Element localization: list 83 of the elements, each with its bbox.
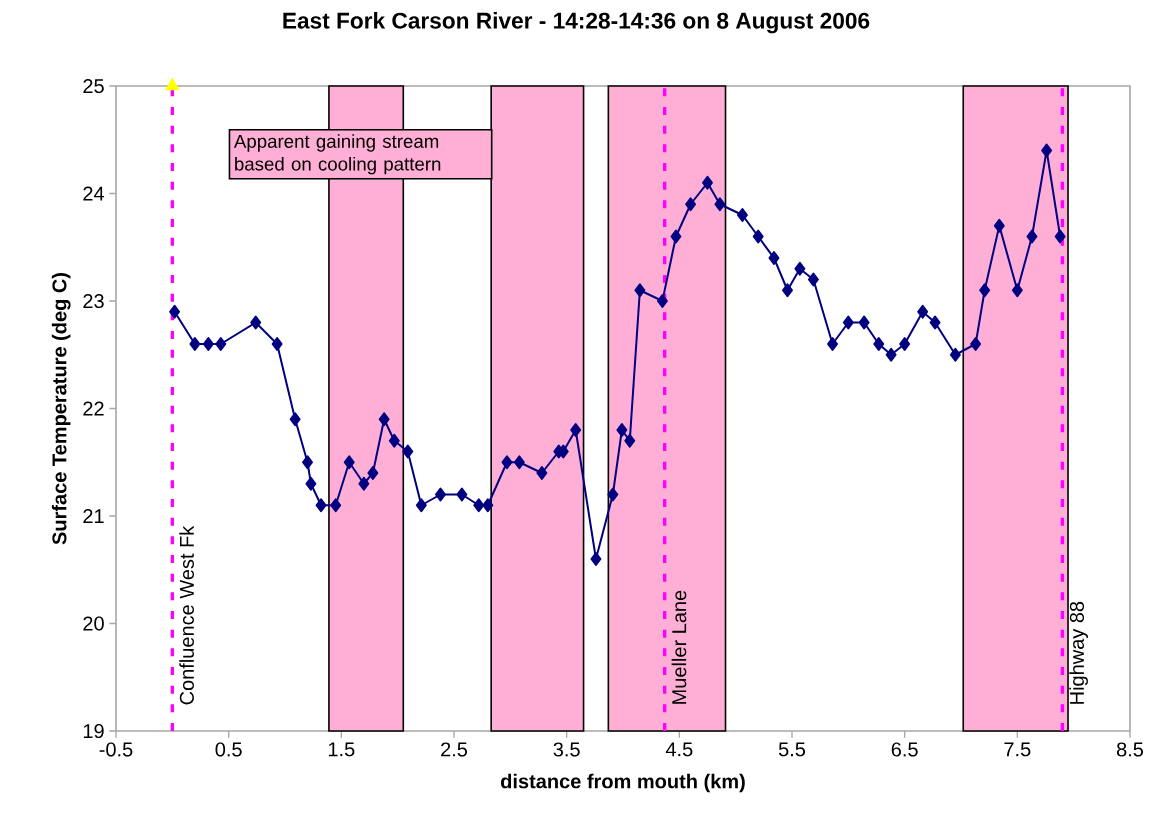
ref-line-label: Mueller Lane bbox=[671, 590, 687, 704]
y-tick-label: 20 bbox=[83, 616, 104, 631]
point bbox=[1041, 143, 1053, 158]
y-tick-label: 21 bbox=[83, 509, 104, 523]
point bbox=[165, 77, 180, 91]
ref-line-label: Confluence West Fk bbox=[179, 525, 194, 705]
point bbox=[1011, 283, 1023, 298]
point bbox=[473, 498, 485, 513]
point bbox=[634, 283, 646, 298]
point bbox=[378, 412, 390, 427]
chart-title: East Fork Carson River - 14:28-14:36 on 8 August 2006 bbox=[283, 12, 870, 34]
point bbox=[607, 487, 619, 502]
x-tick-label: 7.5 bbox=[1004, 742, 1031, 757]
point bbox=[807, 272, 819, 287]
point bbox=[842, 315, 854, 330]
x-tick-label: 4.5 bbox=[665, 742, 693, 757]
point bbox=[305, 476, 317, 491]
ref-line-label: Highway 88 bbox=[1069, 601, 1088, 704]
point bbox=[402, 444, 414, 459]
point bbox=[701, 175, 713, 190]
point bbox=[482, 498, 494, 513]
point bbox=[315, 498, 327, 513]
point bbox=[1054, 229, 1066, 244]
x-axis-title: distance from mouth (km) bbox=[501, 773, 745, 793]
x-tick-label: 2.5 bbox=[441, 742, 468, 757]
y-tick-label: 22 bbox=[83, 401, 104, 416]
y-tick-label: 23 bbox=[83, 293, 104, 309]
annotation: Apparent gaining stream based on cooling pattern bbox=[233, 134, 441, 175]
point bbox=[271, 337, 283, 351]
point bbox=[1026, 229, 1038, 244]
point bbox=[330, 498, 342, 513]
point bbox=[970, 337, 982, 351]
point bbox=[202, 337, 214, 351]
point bbox=[929, 315, 941, 330]
point bbox=[794, 261, 806, 276]
point bbox=[979, 283, 991, 298]
y-axis-title: Surface Temperature (deg C) bbox=[51, 273, 71, 545]
point bbox=[343, 455, 355, 470]
y-tick-label: 24 bbox=[83, 186, 105, 201]
point bbox=[388, 433, 400, 448]
point bbox=[501, 455, 513, 470]
x-tick-label: -0.5 bbox=[99, 742, 133, 757]
point bbox=[415, 498, 427, 513]
point bbox=[215, 337, 227, 351]
x-tick-label: 5.5 bbox=[778, 742, 806, 757]
point bbox=[616, 423, 628, 437]
point bbox=[570, 423, 582, 437]
point bbox=[289, 412, 301, 427]
point bbox=[993, 218, 1005, 233]
x-tick-label: 3.5 bbox=[553, 742, 580, 757]
point bbox=[873, 337, 885, 351]
point bbox=[685, 197, 697, 212]
point bbox=[456, 487, 468, 502]
point bbox=[656, 294, 668, 308]
point bbox=[367, 466, 379, 480]
y-tick-label: 25 bbox=[83, 78, 104, 94]
point bbox=[358, 476, 370, 491]
point bbox=[949, 347, 961, 362]
point bbox=[169, 304, 181, 319]
point bbox=[302, 455, 314, 470]
x-tick-label: 6.5 bbox=[891, 742, 918, 757]
point bbox=[590, 552, 602, 566]
y-tick-label: 19 bbox=[83, 723, 104, 739]
point bbox=[536, 466, 548, 480]
x-tick-label: 8.5 bbox=[1116, 742, 1144, 757]
point bbox=[885, 347, 897, 362]
point bbox=[714, 197, 726, 212]
point bbox=[827, 337, 839, 351]
point bbox=[189, 337, 201, 351]
point bbox=[917, 304, 929, 319]
point bbox=[513, 455, 525, 470]
point bbox=[752, 229, 764, 244]
point bbox=[736, 208, 748, 222]
point bbox=[858, 315, 870, 330]
x-tick-label: 0.5 bbox=[215, 742, 242, 757]
point bbox=[781, 283, 793, 298]
point bbox=[434, 487, 446, 502]
point bbox=[670, 229, 682, 244]
point bbox=[768, 251, 780, 265]
point bbox=[250, 315, 262, 330]
point bbox=[899, 337, 911, 351]
x-tick-label: 1.5 bbox=[328, 742, 355, 757]
point bbox=[624, 433, 636, 448]
